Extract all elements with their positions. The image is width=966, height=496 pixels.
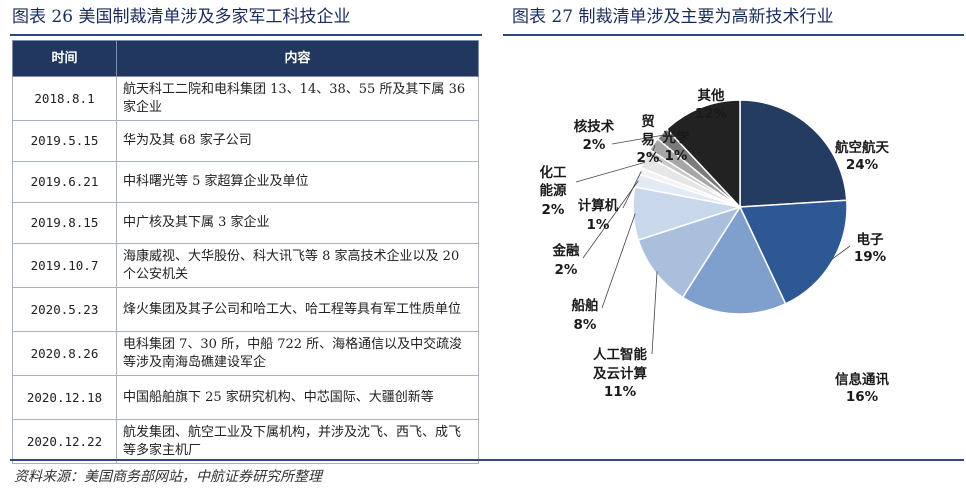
- row-content: 中国船舶旗下 25 家研究机构、中芯国际、大疆创新等: [116, 375, 479, 420]
- leader-line: [651, 271, 658, 355]
- slice-label: 化工: [540, 164, 568, 181]
- slice-label: 电子: [857, 231, 885, 248]
- row-date: 2019.5.15: [12, 120, 117, 162]
- leader-line: [622, 171, 642, 209]
- slice-percent-label: 12%: [695, 106, 728, 122]
- slice-percent-label: 2%: [542, 202, 565, 218]
- row-date: 2019.8.15: [12, 202, 117, 244]
- slice-label: 易: [641, 132, 655, 148]
- slice-percent-label: 16%: [846, 389, 879, 405]
- slice-percent-label: 19%: [854, 249, 887, 265]
- row-date: 2019.6.21: [12, 161, 117, 203]
- slice-label: 信息通讯: [835, 371, 889, 388]
- slice-percent-label: 2%: [583, 137, 606, 153]
- leader-line: [582, 180, 639, 259]
- row-date: 2020.8.26: [12, 331, 117, 376]
- slice-label: 金融: [552, 242, 581, 259]
- row-content: 电科集团 7、30 所，中船 722 所、海格通信以及中交疏浚等涉及南海岛礁建设…: [116, 331, 479, 376]
- row-date: 2018.8.1: [12, 76, 117, 121]
- table-row: 2019.10.7 海康威视、大华股份、科大讯飞等 8 家高技术企业以及 20 …: [12, 243, 479, 288]
- row-date: 2020.12.22: [12, 419, 117, 464]
- slice-label: 及云计算: [593, 365, 647, 382]
- row-content: 中广核及其下属 3 家企业: [116, 202, 479, 244]
- left-title-rule: [10, 34, 482, 36]
- table-row: 2019.6.21 中科曙光等 5 家超算企业及单位: [12, 161, 479, 203]
- pie-slice: [738, 199, 848, 305]
- slice-percent-label: 2%: [637, 150, 660, 166]
- slice-label: 计算机: [578, 197, 619, 214]
- row-content: 航天科工二院和电科集团 13、14、38、55 所及其下属 36 家企业: [116, 76, 479, 121]
- leader-line: [601, 213, 636, 309]
- table-row: 2020.8.26 电科集团 7、30 所，中船 722 所、海格通信以及中交疏…: [12, 331, 479, 376]
- slice-percent-label: 8%: [574, 317, 597, 333]
- row-content: 航发集团、航空工业及下属机构，并涉及沈飞、西飞、成飞等多家主机厂: [116, 419, 479, 464]
- header-content: 内容: [116, 40, 479, 77]
- slice-label: 人工智能: [593, 346, 647, 363]
- row-date: 2019.10.7: [12, 243, 117, 288]
- row-date: 2020.12.18: [12, 375, 117, 420]
- row-content: 烽火集团及其子公司和哈工大、哈工程等具有军工性质单位: [116, 287, 479, 332]
- table-row: 2020.12.22 航发集团、航空工业及下属机构，并涉及沈飞、西飞、成飞等多家…: [12, 419, 479, 464]
- sanctions-table: 时间 内容 2018.8.1 航天科工二院和电科集团 13、14、38、55 所…: [12, 40, 479, 464]
- slice-label: 贸: [641, 113, 655, 130]
- pie-slice: [739, 99, 848, 208]
- table-row: 2020.5.23 烽火集团及其子公司和哈工大、哈工程等具有军工性质单位: [12, 287, 479, 332]
- row-content: 华为及其 68 家子公司: [116, 120, 479, 162]
- table-row: 2018.8.1 航天科工二院和电科集团 13、14、38、55 所及其下属 3…: [12, 76, 479, 121]
- slice-percent-label: 1%: [587, 217, 610, 233]
- bottom-rule: [10, 459, 964, 461]
- slice-label: 能源: [540, 182, 568, 199]
- header-time: 时间: [12, 40, 117, 77]
- table-header-row: 时间 内容: [12, 40, 479, 77]
- leader-line: [652, 145, 656, 152]
- left-figure-title: 图表 26 美国制裁清单涉及多家军工科技企业: [12, 7, 351, 27]
- slice-label: 光学: [662, 129, 691, 146]
- source-note: 资料来源：美国商务部网站，中航证券研究所整理: [14, 469, 322, 485]
- table-row: 2020.12.18 中国船舶旗下 25 家研究机构、中芯国际、大疆创新等: [12, 375, 479, 420]
- slice-percent-label: 1%: [665, 148, 688, 164]
- row-content: 中科曙光等 5 家超算企业及单位: [116, 161, 479, 203]
- pie-slice: [637, 205, 742, 299]
- right-title-rule: [503, 34, 964, 36]
- slice-label: 核技术: [574, 118, 615, 135]
- leader-line: [649, 153, 663, 163]
- table-row: 2019.8.15 中广核及其下属 3 家企业: [12, 202, 479, 244]
- pie-slice: [681, 205, 787, 315]
- table-row: 2019.5.15 华为及其 68 家子公司: [12, 120, 479, 162]
- slice-label: 航空航天: [835, 139, 889, 156]
- pie-slice: [665, 99, 741, 209]
- leader-line: [575, 161, 646, 183]
- row-date: 2020.5.23: [12, 287, 117, 332]
- row-content: 海康威视、大华股份、科大讯飞等 8 家高技术企业以及 20 个公安机关: [116, 243, 479, 288]
- slice-percent-label: 24%: [846, 157, 879, 173]
- leader-line: [830, 245, 851, 261]
- slice-label: 船舶: [572, 297, 599, 314]
- slice-percent-label: 11%: [604, 384, 637, 400]
- slice-percent-label: 2%: [555, 262, 578, 278]
- leader-line: [611, 134, 664, 145]
- slice-label: 其他: [698, 87, 726, 104]
- right-figure-title: 图表 27 制裁清单涉及主要为高新技术行业: [512, 7, 834, 27]
